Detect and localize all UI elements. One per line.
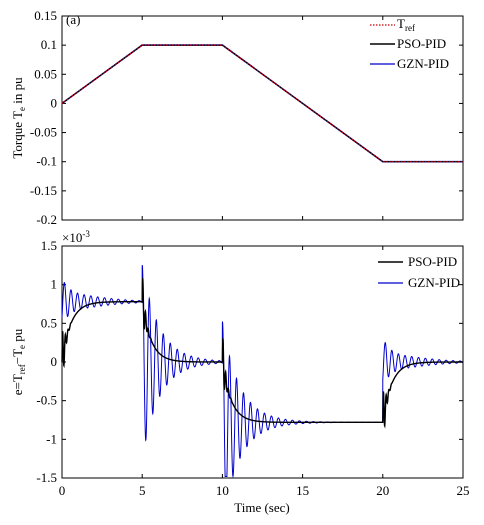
- top-ylabel-main: Torque T: [10, 111, 25, 159]
- bottom-ylabel-part-3: e: [17, 345, 27, 349]
- bottom-xtick-label: 25: [457, 483, 470, 498]
- bottom-series-pso-pid: [61, 277, 463, 429]
- bottom-xtick-label: 15: [296, 483, 309, 498]
- bottom-x-ticks: 0 5 10 15 20 25: [59, 246, 470, 498]
- top-ytick-label: 0.05: [34, 66, 57, 81]
- top-legend: Tref PSO-PID GZN-PID: [370, 16, 449, 71]
- top-y-ticks: -0.2 -0.15 -0.1 -0.05 0 0.05 0.1 0.15: [30, 8, 464, 227]
- bottom-ytick-label: -0.5: [36, 393, 57, 408]
- legend-tref-main: T: [397, 16, 405, 31]
- top-ytick-label: -0.15: [30, 183, 57, 198]
- bottom-y-axis-label: e=Tref−Te pu: [10, 328, 27, 395]
- bottom-ytick-label: 1: [51, 277, 58, 292]
- top-ytick-label: -0.05: [30, 125, 57, 140]
- bottom-ylabel-part-4: pu: [10, 328, 25, 345]
- bottom-ylabel-part-2: −T: [10, 349, 25, 364]
- bottom-series-gzn-pid: [61, 264, 464, 479]
- bottom-panel: -1.5 -1 -0.5 0 0.5 1 1.5 0 5 10 15 20 25 ×10-3 e=Tr…: [10, 229, 470, 515]
- exponent-power: -3: [82, 229, 90, 239]
- top-series-t-ref: [61, 44, 463, 163]
- legend2-label-pso: PSO-PID: [408, 254, 457, 269]
- panel-label: (a): [66, 12, 80, 27]
- legend-label-gzn: GZN-PID: [397, 56, 449, 71]
- bottom-ytick-label: -1: [46, 431, 57, 446]
- top-ytick-label: 0.15: [34, 8, 57, 23]
- top-plot-frame: [61, 15, 464, 221]
- legend2-label-gzn: GZN-PID: [408, 275, 460, 290]
- bottom-ylabel-part-0: e=T: [10, 374, 25, 395]
- top-ytick-label: 0.1: [41, 37, 57, 52]
- top-ylabel-tail: in pu: [10, 77, 25, 107]
- bottom-xtick-label: 5: [139, 483, 146, 498]
- bottom-xtick-label: 0: [59, 483, 66, 498]
- bottom-xtick-label: 20: [376, 483, 389, 498]
- top-panel: -0.2 -0.15 -0.1 -0.05 0 0.05 0.1 0.15 (a) Torqu…: [10, 8, 464, 227]
- bottom-ytick-label: 0.5: [41, 315, 57, 330]
- legend-tref-sub: ref: [405, 23, 415, 33]
- top-y-axis-label: Torque Te in pu: [10, 77, 27, 159]
- top-ylabel-sub: e: [17, 107, 27, 111]
- bottom-x-axis-label: Time (sec): [234, 500, 290, 515]
- legend-label-tref: Tref: [397, 16, 415, 33]
- legend-label-pso: PSO-PID: [397, 36, 446, 51]
- top-ytick-label: 0: [51, 95, 58, 110]
- bottom-ylabel-part-1: ref: [17, 364, 27, 374]
- bottom-y-ticks: -1.5 -1 -0.5 0 0.5 1 1.5: [36, 238, 463, 485]
- exponent-label: ×10-3: [62, 229, 90, 245]
- bottom-ytick-label: 0: [51, 354, 58, 369]
- bottom-ytick-label: 1.5: [41, 238, 57, 253]
- bottom-plot-frame: [61, 245, 464, 479]
- bottom-legend: PSO-PID GZN-PID: [378, 254, 460, 290]
- top-series-lines: [61, 44, 463, 163]
- bottom-ytick-label: -1.5: [36, 470, 57, 485]
- top-ytick-label: -0.2: [36, 212, 57, 227]
- top-ytick-label: -0.1: [36, 154, 57, 169]
- bottom-series-lines: [61, 264, 464, 479]
- bottom-xtick-label: 10: [216, 483, 229, 498]
- exponent-base: ×10: [62, 230, 82, 245]
